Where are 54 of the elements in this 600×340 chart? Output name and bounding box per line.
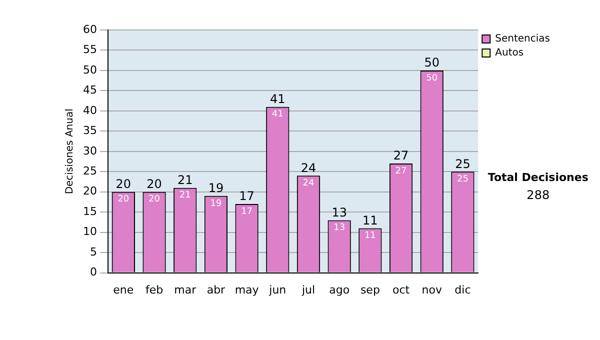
total-label: 25 (455, 156, 470, 171)
x-tick-label: sep (360, 283, 380, 296)
x-tick-label: may (234, 283, 260, 296)
y-tick-label: 40 (82, 104, 97, 117)
data-label: 13 (334, 223, 346, 234)
x-tick-label: ago (329, 283, 350, 296)
data-label: 17 (241, 206, 253, 217)
data-label: 41 (272, 110, 284, 120)
x-tick-label: jun (268, 283, 286, 296)
total-label: 21 (177, 172, 193, 187)
y-tick-label: 60 (82, 22, 97, 36)
y-tick-label: 5 (90, 245, 97, 258)
x-tick-label: ene (113, 283, 134, 296)
x-tick-label: dic (454, 283, 471, 296)
data-label: 19 (210, 198, 222, 209)
x-tick-label: mar (174, 283, 197, 296)
total-label: 50 (424, 56, 440, 70)
y-tick-label: 35 (82, 124, 97, 138)
data-label: 50 (426, 73, 438, 84)
total-label: 41 (270, 92, 286, 106)
y-tick-label: 55 (82, 43, 97, 56)
data-label: 20 (148, 194, 160, 205)
y-tick-label: 45 (82, 84, 97, 97)
total-label: 11 (362, 213, 378, 228)
x-tick-label: nov (422, 283, 442, 296)
data-label: 11 (364, 231, 376, 242)
y-tick-label: 30 (82, 144, 97, 158)
total-label: 20 (146, 176, 162, 191)
data-label: 24 (302, 178, 314, 189)
y-tick-label: 50 (82, 63, 97, 76)
data-label: 21 (179, 190, 191, 201)
x-tick-label: abr (206, 283, 226, 296)
total-label: 24 (300, 160, 316, 175)
data-label: 27 (395, 166, 407, 176)
y-tick-label: 0 (90, 266, 97, 279)
legend-label: Sentencias (495, 34, 550, 45)
total-label: 19 (208, 181, 224, 196)
y-tick-label: 15 (82, 204, 97, 218)
y-tick-label: 20 (82, 184, 97, 198)
x-tick-label: oct (392, 283, 410, 296)
data-label: 25 (456, 174, 468, 184)
total-label: 13 (332, 205, 347, 220)
legend-label: Autos (495, 48, 524, 59)
text: Total Decisiones (488, 170, 589, 184)
x-tick-label: jul (300, 283, 316, 296)
total-label: 17 (239, 189, 254, 204)
y-tick-label: 25 (82, 164, 97, 178)
y-tick-label: 10 (82, 225, 97, 238)
data-label: 20 (118, 194, 130, 205)
total-label: 27 (393, 148, 409, 163)
y-axis-title: Decisiones Anual (64, 108, 76, 194)
text: 288 (526, 188, 550, 202)
x-tick-label: feb (145, 283, 164, 296)
total-label: 20 (116, 176, 132, 191)
